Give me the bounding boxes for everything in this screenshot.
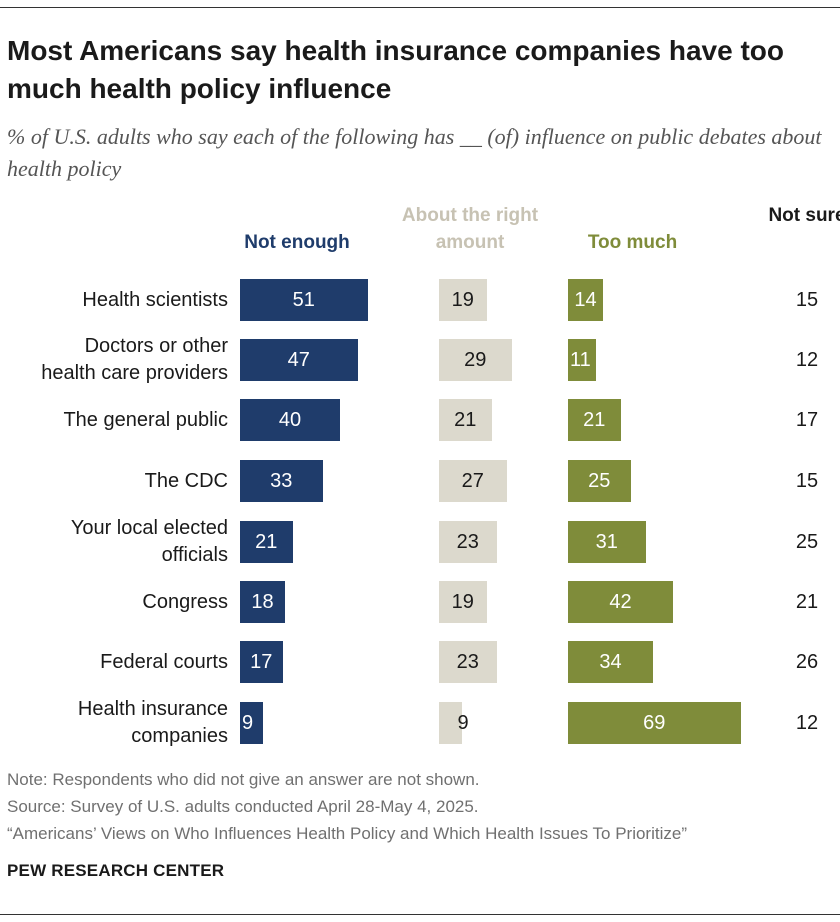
not-sure-value: 25	[795, 531, 819, 553]
note-text: Note: Respondents who did not give an an…	[7, 770, 480, 789]
data-label-not-enough: 9	[242, 712, 254, 734]
bar-not-enough	[240, 399, 340, 441]
data-label-about-right: 23	[456, 531, 479, 553]
data-label-about-right: 23	[456, 651, 479, 673]
data-label-about-right: 19	[451, 289, 474, 311]
bottom-rule	[0, 914, 840, 915]
data-label-not-enough: 47	[287, 349, 310, 371]
category-label: The CDC	[144, 469, 228, 492]
column-header-about-right: About the right amount	[401, 205, 539, 253]
not-sure-value: 26	[795, 651, 819, 673]
bar-not-enough	[240, 702, 263, 744]
chart-title: Most Americans say health insurance comp…	[7, 35, 784, 104]
category-label: Your local elected officials	[70, 517, 228, 566]
bar-too-much	[568, 279, 603, 321]
bar-not-enough	[240, 521, 293, 563]
category-label: Doctors or other health care providers	[41, 335, 228, 384]
bar-too-much	[568, 521, 646, 563]
bar-not-enough	[240, 279, 368, 321]
column-header-not-enough: Not enough	[244, 232, 350, 253]
data-label-not-enough: 17	[250, 651, 273, 673]
data-label-too-much: 69	[643, 712, 666, 734]
not-sure-value: 15	[795, 470, 819, 492]
bar-not-enough	[240, 339, 358, 381]
column-header-too-much: Too much	[587, 232, 678, 253]
bar-too-much	[568, 339, 596, 381]
data-label-too-much: 25	[588, 470, 611, 492]
bar-not-enough	[240, 460, 323, 502]
chart-subtitle: % of U.S. adults who say each of the fol…	[7, 124, 822, 181]
bar-too-much	[568, 460, 631, 502]
bar-too-much	[568, 641, 653, 683]
bar-not-enough	[240, 641, 283, 683]
data-label-too-much: 34	[599, 651, 622, 673]
bar-about-right	[439, 702, 462, 744]
category-label: Congress	[142, 590, 228, 613]
bar-about-right	[439, 460, 507, 502]
not-sure-value: 12	[795, 349, 819, 371]
data-label-about-right: 9	[457, 712, 469, 734]
data-label-too-much: 14	[574, 289, 597, 311]
data-label-not-enough: 18	[251, 591, 274, 613]
source-text: Source: Survey of U.S. adults conducted …	[7, 797, 479, 816]
data-label-too-much: 31	[595, 531, 618, 553]
category-label: Health scientists	[82, 288, 228, 311]
data-label-too-much: 42	[609, 591, 632, 613]
not-sure-value: 12	[795, 712, 819, 734]
data-label-not-enough: 40	[278, 409, 302, 431]
not-sure-value: 15	[795, 289, 819, 311]
data-label-about-right: 19	[451, 591, 474, 613]
data-label-too-much: 11	[570, 349, 591, 371]
bar-about-right	[439, 339, 512, 381]
bar-about-right	[439, 641, 497, 683]
bar-too-much	[568, 702, 741, 744]
bar-about-right	[439, 521, 497, 563]
category-label: Health insurance companies	[77, 698, 228, 747]
data-label-too-much: 21	[583, 409, 606, 431]
bar-about-right	[439, 279, 487, 321]
data-label-about-right: 21	[454, 409, 477, 431]
bar-too-much	[568, 581, 673, 623]
bar-too-much	[568, 399, 621, 441]
report-title: “Americans’ Views on Who Influences Heal…	[7, 824, 687, 843]
not-sure-value: 17	[795, 409, 819, 431]
bar-about-right	[439, 399, 492, 441]
data-label-not-enough: 21	[255, 531, 278, 553]
top-rule	[0, 7, 840, 8]
data-label-not-enough: 33	[270, 470, 293, 492]
data-label-not-enough: 51	[292, 289, 315, 311]
bar-not-enough	[240, 581, 285, 623]
category-label: The general public	[63, 408, 228, 431]
category-label: Federal courts	[100, 650, 228, 673]
pew-logo-text: PEW RESEARCH CENTER	[7, 861, 225, 880]
data-label-about-right: 27	[461, 470, 484, 492]
not-sure-value: 21	[795, 591, 819, 613]
data-label-about-right: 29	[464, 349, 487, 371]
bar-about-right	[439, 581, 487, 623]
column-header-not-sure: Not sure	[768, 205, 840, 226]
